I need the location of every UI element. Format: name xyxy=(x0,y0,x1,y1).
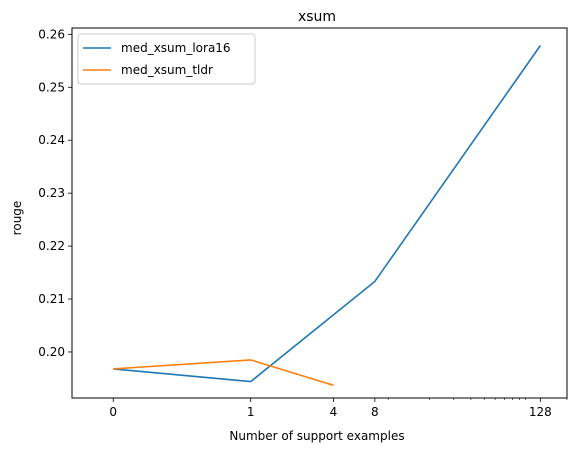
x-axis-title: Number of support examples xyxy=(229,429,404,443)
plot-frame xyxy=(71,27,568,399)
legend-label-1: med_xsum_lora16 xyxy=(121,41,231,55)
x-axis: 0 1 4 8 128 xyxy=(109,398,568,419)
y-axis-title: rouge xyxy=(10,201,24,236)
y-tick-label: 0.26 xyxy=(38,27,65,41)
x-tick-label: 4 xyxy=(330,405,338,419)
x-tick-label: 128 xyxy=(529,405,552,419)
legend-label-2: med_xsum_tldr xyxy=(121,63,213,77)
y-tick-label: 0.21 xyxy=(38,292,65,306)
y-tick-label: 0.22 xyxy=(38,239,65,253)
y-tick-label: 0.20 xyxy=(38,345,65,359)
x-tick-label: 8 xyxy=(371,405,379,419)
series-layer xyxy=(113,45,542,387)
x-tick-label: 0 xyxy=(109,405,117,419)
y-tick-label: 0.25 xyxy=(38,80,65,94)
legend-box xyxy=(77,33,256,85)
series-line-2 xyxy=(113,359,334,387)
y-axis: 0.20 0.21 0.22 0.23 0.24 0.25 0.26 xyxy=(38,27,72,359)
y-tick-label: 0.24 xyxy=(38,133,65,147)
legend: med_xsum_lora16 med_xsum_tldr xyxy=(77,33,256,85)
series-line-1 xyxy=(113,45,542,383)
y-tick-label: 0.23 xyxy=(38,186,65,200)
x-tick-label: 1 xyxy=(247,405,255,419)
chart-title: xsum xyxy=(298,9,336,25)
plot-area xyxy=(71,27,568,399)
